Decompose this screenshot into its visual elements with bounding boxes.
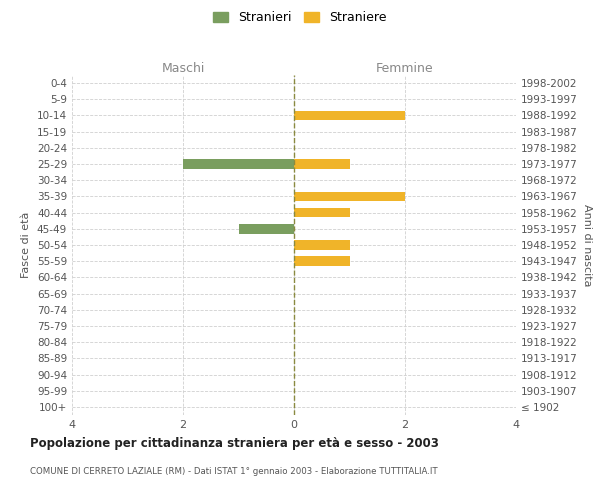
Text: Femmine: Femmine <box>376 62 434 75</box>
Text: COMUNE DI CERRETO LAZIALE (RM) - Dati ISTAT 1° gennaio 2003 - Elaborazione TUTTI: COMUNE DI CERRETO LAZIALE (RM) - Dati IS… <box>30 468 437 476</box>
Bar <box>294 159 350 169</box>
Bar <box>239 224 294 234</box>
Bar <box>183 159 294 169</box>
Text: Maschi: Maschi <box>161 62 205 75</box>
Text: Popolazione per cittadinanza straniera per età e sesso - 2003: Popolazione per cittadinanza straniera p… <box>30 438 439 450</box>
Bar <box>294 208 350 218</box>
Y-axis label: Anni di nascita: Anni di nascita <box>581 204 592 286</box>
Legend: Stranieri, Straniere: Stranieri, Straniere <box>211 8 389 26</box>
Bar <box>294 240 350 250</box>
Bar <box>294 110 405 120</box>
Y-axis label: Fasce di età: Fasce di età <box>22 212 31 278</box>
Bar <box>294 192 405 202</box>
Bar <box>294 256 350 266</box>
